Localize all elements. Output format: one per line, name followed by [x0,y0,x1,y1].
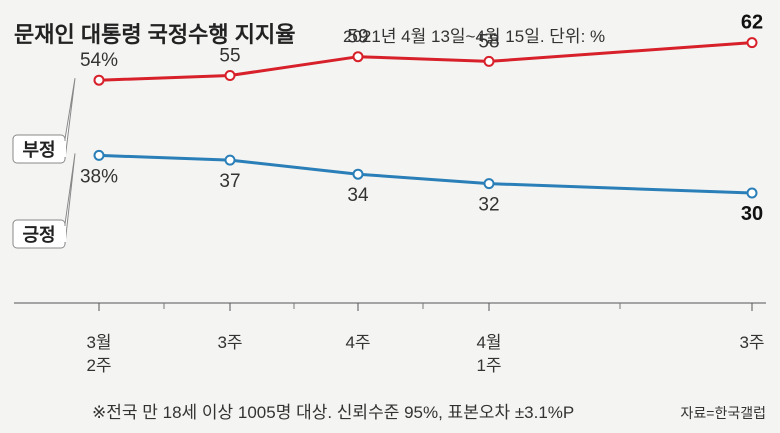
data-point [93,149,105,161]
data-point [483,55,495,67]
data-label: 58 [478,31,499,52]
x-tick-label: 4월 [476,333,501,352]
data-label: 59 [347,27,368,48]
data-point [93,74,105,86]
data-label: 32 [478,195,499,216]
x-tick-label: 2주 [86,356,111,375]
chart-title: 문재인 대통령 국정수행 지지율 [14,22,295,47]
series-line [98,153,753,195]
source-label: 자료=한국갤럽 [681,405,766,421]
series-positive: 38% 37 34 32 30 [80,149,763,225]
x-tick-label: 4주 [345,333,370,352]
data-label: 62 [741,12,763,34]
legend-positive: 긍정 [12,153,76,249]
legend-label: 긍정 [22,225,55,245]
data-label: 30 [741,203,763,225]
series-negative: 54% 55 59 58 62 [80,12,763,86]
data-label: 54% [80,50,118,71]
series-line [98,41,753,82]
footnote: ※전국 만 18세 이상 1005명 대상. 신뢰수준 95%, 표본오차 ±3… [92,403,574,422]
legend-pointer [64,78,76,160]
x-tick-label: 1주 [476,356,501,375]
series-layer: 54% 55 59 58 62 38% 37 34 32 30 [80,12,763,225]
legend-pointer [64,153,76,245]
legend-label: 부정 [22,140,55,160]
data-point [746,187,758,199]
data-label: 55 [219,46,240,67]
data-label: 37 [219,171,240,192]
chart-subtitle: 2021년 4월 13일~4월 15일. 단위: % [343,27,605,46]
data-point [483,178,495,190]
data-label: 38% [80,166,118,187]
data-point [352,51,364,63]
data-label: 34 [347,185,369,206]
x-tick-label: 3월 [86,333,111,352]
data-point [224,154,236,166]
x-tick-label: 3주 [217,333,242,352]
x-axis-ticks: 3월 2주 3주 4주 4월 1주 3주 [86,303,765,375]
data-point [224,70,236,81]
data-point [746,37,758,49]
x-tick-label: 3주 [739,333,764,352]
legend-negative: 부정 [12,78,76,164]
data-point [352,168,364,180]
